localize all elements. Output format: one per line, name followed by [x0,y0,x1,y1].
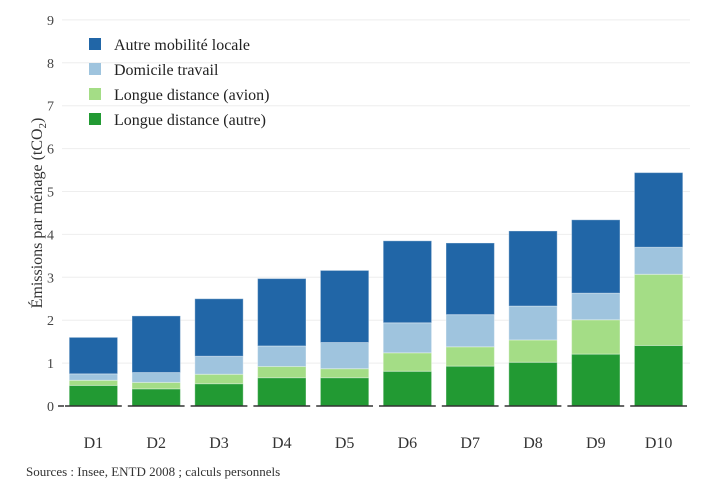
x-tick-label: D5 [335,435,355,452]
y-tick-label: 9 [47,14,54,29]
legend-label: Longue distance (autre) [114,112,266,129]
bar-segment [257,278,307,347]
bar-segment [571,319,621,355]
bar-segment [131,372,181,383]
x-tick-label: D8 [523,435,543,452]
bar-segment [257,377,307,407]
y-tick-label: 6 [47,143,54,158]
legend-item: Longue distance (autre) [89,112,266,129]
y-tick-label: 0 [47,400,54,415]
bar-segment [68,336,119,375]
x-tick-label: D3 [209,435,229,452]
bar-stack-D10 [633,172,684,407]
bar-segment [445,242,495,316]
source-note: Sources : Insee, ENTD 2008 ; calculs per… [26,464,281,479]
bar-segment [194,298,244,357]
legend-swatch [89,88,101,100]
bar-segment [382,240,433,324]
bar-segment [194,383,244,407]
bar-stack-D6 [382,240,433,407]
y-axis-ticks: 0 1 2 3 4 5 6 7 8 9 [47,14,54,415]
bar-segment [508,339,558,363]
bar-segment [68,379,119,386]
bar-stack-D1 [68,336,119,407]
bar-segment [382,370,433,407]
legend-item: Longue distance (avion) [89,87,270,104]
bar-segment [319,269,370,344]
bar-segment [319,377,370,407]
y-tick-label: 4 [47,228,54,243]
bar-stack-D2 [131,315,181,407]
legend-label: Autre mobilité locale [114,37,250,54]
bars [68,172,684,407]
bar-stack-D9 [571,219,621,407]
bar-segment [445,365,495,407]
bar-stack-D7 [445,242,495,407]
x-tick-label: D7 [460,435,480,452]
bar-segment [508,305,558,341]
bar-segment [633,172,684,248]
bar-segment [131,315,181,374]
bar-segment [633,246,684,275]
x-tick-label: D1 [84,435,104,452]
legend-item: Domicile travail [89,62,219,79]
legend-swatch [89,113,101,125]
bar-segment [633,345,684,407]
x-tick-label: D10 [645,435,673,452]
bar-segment [382,322,433,354]
bar-segment [445,346,495,367]
bar-stack-D8 [508,230,558,407]
bar-stack-D5 [319,269,370,407]
x-tick-label: D4 [272,435,292,452]
bar-stack-D3 [194,298,244,407]
bar-segment [382,352,433,372]
bar-segment [508,361,558,407]
legend-label: Longue distance (avion) [114,87,270,104]
bar-segment [257,345,307,368]
y-tick-label: 1 [47,357,54,372]
bar-segment [194,355,244,375]
bar-segment [571,219,621,294]
legend-label: Domicile travail [114,62,219,79]
x-tick-label: D2 [146,435,166,452]
bar-segment [68,373,119,381]
legend: Autre mobilité locale Domicile travail Lon… [89,37,270,129]
bar-segment [571,292,621,321]
bar-segment [445,314,495,348]
y-tick-label: 5 [47,186,54,201]
bar-segment [508,230,558,307]
y-tick-label: 2 [47,314,54,329]
legend-swatch [89,38,101,50]
bar-segment [131,388,181,407]
bar-segment [319,368,370,379]
y-tick-label: 3 [47,271,54,286]
legend-item: Autre mobilité locale [89,37,250,54]
bar-segment [194,373,244,385]
bar-stack-D4 [257,278,307,407]
bar-segment [571,353,621,407]
bar-segment [68,384,119,407]
x-tick-label: D9 [586,435,606,452]
bar-segment [633,273,684,347]
y-tick-label: 7 [47,100,54,115]
bar-segment [319,342,370,370]
x-axis-ticks: D1 D2 D3 D4 D5 D6 D7 D8 D9 D10 [84,435,673,452]
bar-segment [131,381,181,390]
legend-swatch [89,63,101,75]
bar-segment [257,366,307,379]
x-tick-label: D6 [398,435,418,452]
y-tick-label: 8 [47,57,54,72]
y-axis-label: Émissions par ménage (tCO2) [27,118,49,309]
